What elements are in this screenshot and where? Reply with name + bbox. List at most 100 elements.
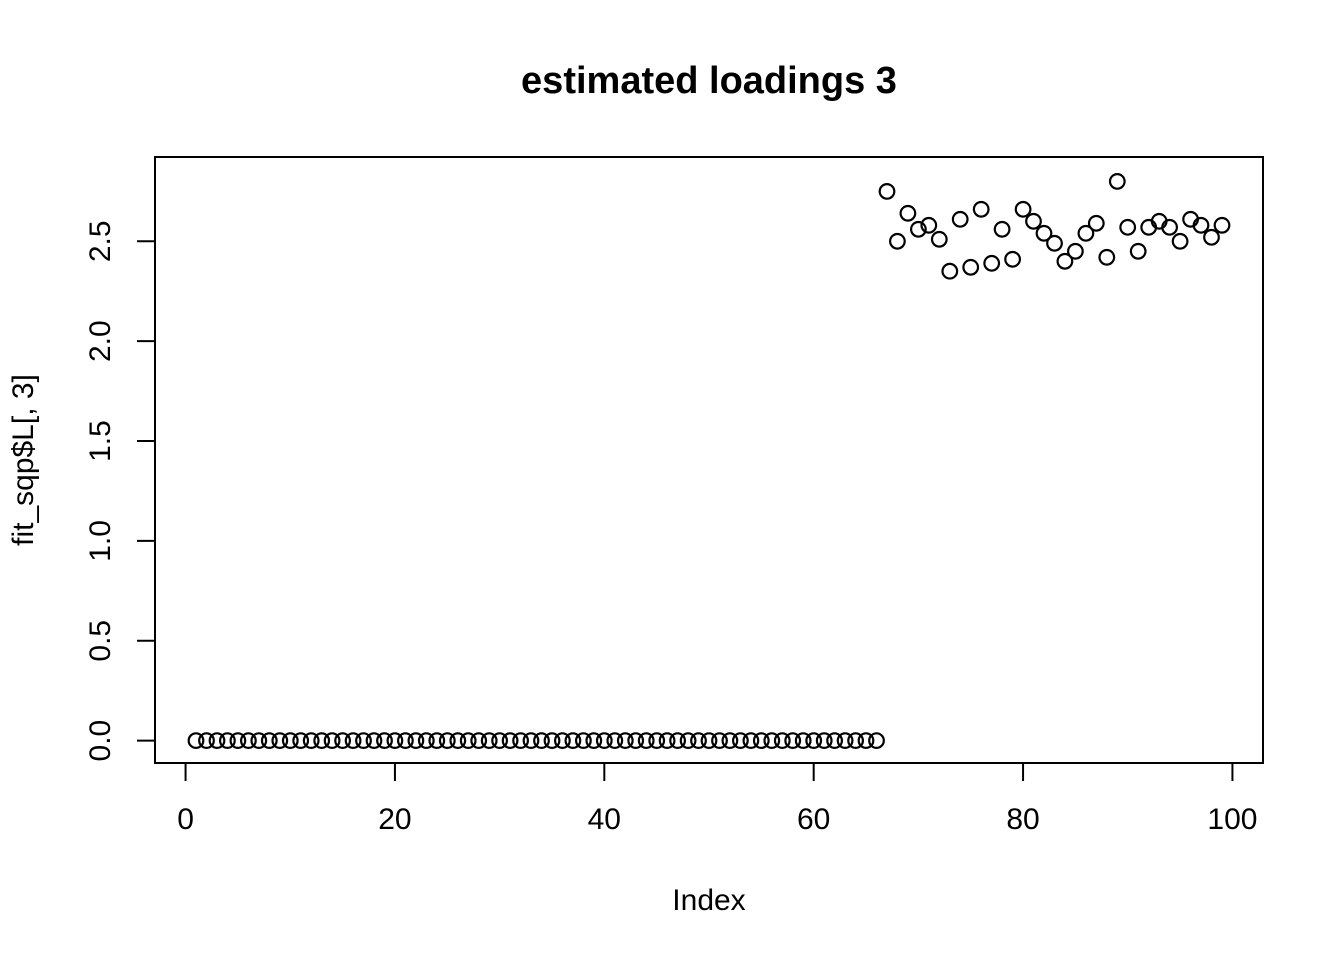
data-point <box>365 732 383 749</box>
data-point <box>449 732 467 749</box>
data-point <box>794 732 812 749</box>
data-point <box>700 732 718 749</box>
data-point <box>1192 216 1210 234</box>
data-point <box>847 732 864 749</box>
data-point <box>1077 224 1095 242</box>
data-point <box>522 732 540 749</box>
x-tick-label: 0 <box>177 803 194 836</box>
y-tick-label: 1.0 <box>84 520 117 562</box>
y-tick-label: 2.0 <box>84 320 117 362</box>
data-point <box>993 220 1011 238</box>
y-tick-label: 1.5 <box>84 420 117 462</box>
data-point <box>501 732 519 749</box>
data-point <box>983 254 1001 272</box>
data-point <box>376 732 393 749</box>
data-point <box>899 204 917 222</box>
data-point <box>417 732 435 749</box>
data-point <box>575 732 592 749</box>
data-point <box>470 732 488 749</box>
data-point <box>292 732 310 749</box>
chart-layer: 0 20 40 60 80 100 0.0 0.5 1.0 1.5 2.0 2.5 <box>84 156 1264 836</box>
data-point <box>690 732 707 749</box>
data-point <box>1213 216 1231 234</box>
data-point <box>344 732 362 749</box>
data-point <box>1056 252 1074 270</box>
x-tick-label: 80 <box>1006 803 1039 836</box>
data-point <box>1098 248 1116 266</box>
data-point <box>1087 214 1105 232</box>
data-point <box>512 732 529 749</box>
data-point <box>407 732 425 749</box>
data-point <box>554 732 571 749</box>
data-point <box>742 732 760 749</box>
data-point <box>773 732 791 749</box>
data-point <box>805 732 823 749</box>
data-point <box>491 732 509 749</box>
data-point <box>1203 228 1220 246</box>
data-point <box>438 732 456 749</box>
data-point <box>836 732 854 749</box>
y-axis-label: fit_sqp$L[, 3] <box>7 374 40 546</box>
data-point <box>815 732 833 749</box>
data-point <box>826 732 843 749</box>
data-point <box>648 732 666 749</box>
data-point <box>564 732 582 749</box>
data-point <box>1108 172 1126 190</box>
data-point <box>637 732 655 749</box>
data-point <box>239 732 257 749</box>
data-point <box>857 732 875 749</box>
data-point <box>721 732 739 749</box>
data-point <box>1129 242 1147 260</box>
data-point <box>868 732 885 749</box>
x-axis-label: Index <box>672 884 745 917</box>
data-point <box>355 732 372 749</box>
data-point <box>1171 232 1189 250</box>
data-point <box>627 732 645 749</box>
data-point <box>302 732 320 749</box>
data-point <box>229 732 247 749</box>
data-point <box>752 732 770 749</box>
data-point <box>334 732 352 749</box>
data-point <box>972 200 990 218</box>
x-tick-label: 20 <box>378 803 411 836</box>
data-point <box>187 732 205 749</box>
data-point <box>878 182 896 200</box>
data-point <box>1035 224 1053 242</box>
data-point <box>459 732 477 749</box>
data-point <box>313 732 331 749</box>
plot-box <box>154 156 1264 764</box>
data-point <box>941 262 959 280</box>
data-point <box>711 732 728 749</box>
data-point <box>732 732 749 749</box>
data-point <box>250 732 268 749</box>
data-point <box>198 732 215 749</box>
x-tick-label: 40 <box>588 803 621 836</box>
data-point <box>889 232 906 250</box>
data-point <box>585 732 603 749</box>
data-point <box>763 732 781 749</box>
data-point <box>323 732 341 749</box>
data-point <box>1025 212 1042 230</box>
data-point <box>951 210 969 228</box>
data-point <box>1161 218 1178 236</box>
y-tick-label: 2.5 <box>84 220 117 262</box>
data-point <box>910 220 927 238</box>
data-point <box>930 230 948 248</box>
data-point <box>218 732 236 749</box>
chart-title: estimated loadings 3 <box>521 60 897 102</box>
x-tick-label: 100 <box>1207 803 1257 836</box>
data-point <box>920 216 938 234</box>
data-point <box>1046 234 1063 252</box>
data-point <box>595 732 613 749</box>
x-tick-label: 60 <box>797 803 830 836</box>
data-point <box>658 732 676 749</box>
data-point <box>1066 242 1084 260</box>
data-point <box>428 732 446 749</box>
data-point <box>260 732 278 749</box>
data-point <box>208 732 226 749</box>
data-point <box>606 732 624 749</box>
data-point <box>1119 218 1137 236</box>
data-point <box>616 732 634 749</box>
data-point <box>1004 250 1021 268</box>
